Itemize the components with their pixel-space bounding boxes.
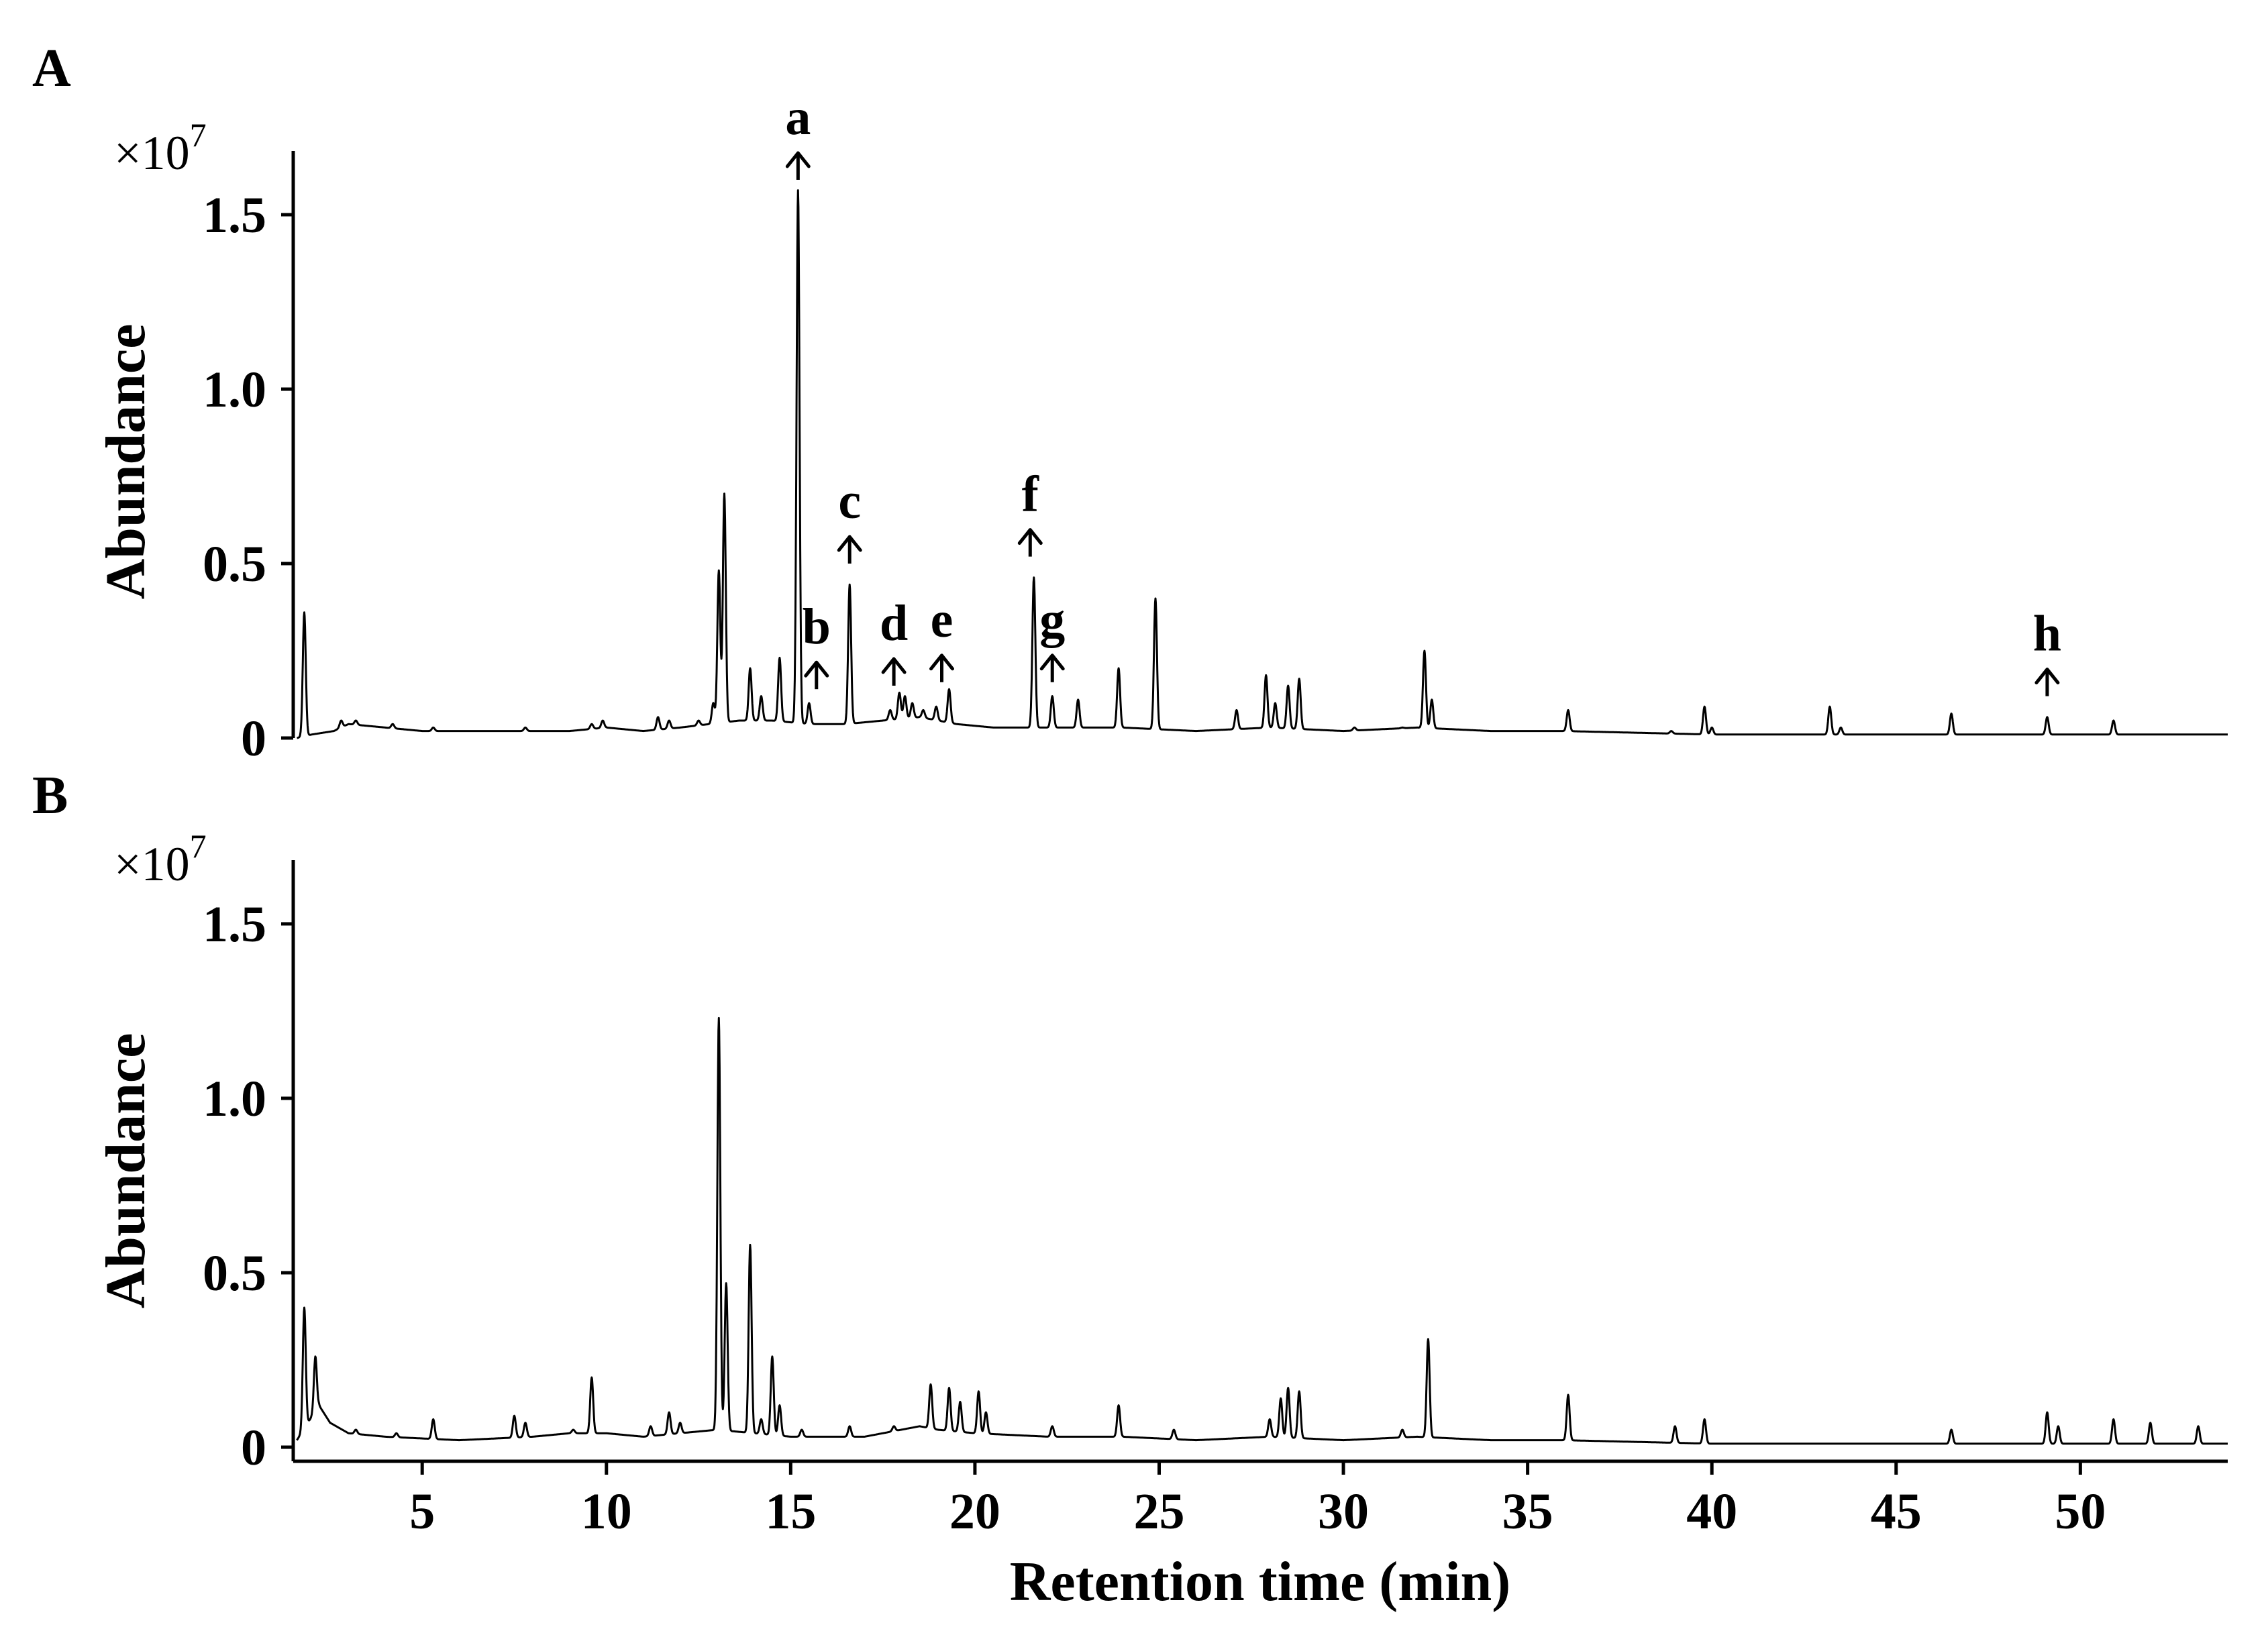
x-tick-label: 20 [949,1483,1000,1540]
panel-b-y-axis-title: Abundance [95,1033,157,1309]
peak-label: c [838,473,861,529]
panel-a: A ×107 Abundance 0 0.5 1.0 1.5 a b c d e f g h [32,39,2228,767]
panel-a-y-ticks: 0 0.5 1.0 1.5 [203,187,293,767]
peak-annotation-a: a [785,89,811,180]
panel-b-label: B [32,766,68,825]
peak-label: b [803,598,831,655]
x-tick-label: 5 [409,1483,435,1540]
x-tick-label: 35 [1502,1483,1553,1540]
peak-label: f [1022,466,1040,523]
arrow-head-icon [2034,668,2060,685]
peak-annotation-d: d [880,595,908,686]
panel-a-scale-exponent: 7 [190,116,207,154]
y-tick-label: 1.5 [203,187,266,244]
arrow-head-icon [837,535,862,552]
peak-annotation-f: f [1017,466,1043,557]
y-tick-label: 0.5 [203,536,266,592]
peak-label: h [2033,606,2061,662]
x-tick-label: 40 [1686,1483,1737,1540]
x-tick-label: 30 [1318,1483,1369,1540]
arrow-head-icon [785,151,811,168]
panel-a-trace [296,189,2228,739]
y-tick-label: 0.5 [203,1245,266,1302]
peak-annotation-g: g [1039,592,1065,682]
y-tick-label: 0 [241,711,266,767]
peak-annotation-b: b [803,598,831,690]
arrow-head-icon [804,660,829,678]
panel-a-y-axis-title: Abundance [95,324,157,600]
x-tick-label: 45 [1871,1483,1922,1540]
peak-label: g [1039,592,1065,648]
panel-b-scale-label: ×107 [114,827,207,891]
arrow-head-icon [929,653,954,671]
panel-a-scale-label: ×107 [114,116,207,180]
x-axis-title: Retention time (min) [1010,1551,1510,1613]
peak-label: d [880,595,908,651]
y-tick-label: 0 [241,1420,266,1476]
peak-label: a [785,89,811,146]
x-tick-label: 15 [765,1483,816,1540]
y-tick-label: 1.0 [203,362,266,418]
panel-b: B ×107 Abundance 0 0.5 1.0 1.5 5 10 15 20 25 30 3… [32,766,2228,1613]
peak-annotation-h: h [2033,606,2061,696]
arrow-head-icon [1039,653,1065,671]
peak-label: e [931,592,953,648]
x-tick-label: 10 [581,1483,632,1540]
panel-b-trace [296,1016,2228,1445]
panel-b-scale-prefix: ×10 [114,837,190,891]
panel-a-scale-prefix: ×10 [114,126,190,180]
panel-b-x-ticks: 5 10 15 20 25 30 35 40 45 50 [409,1461,2106,1540]
peak-annotation-e: e [929,592,954,682]
y-tick-label: 1.0 [203,1071,266,1127]
panel-a-annotations: a b c d e f g h [785,89,2061,696]
peak-annotation-c: c [837,473,862,564]
arrow-head-icon [1017,528,1043,545]
panel-a-label: A [32,39,71,98]
x-tick-label: 25 [1133,1483,1184,1540]
y-tick-label: 1.5 [203,896,266,953]
panel-b-scale-exponent: 7 [190,827,207,865]
x-tick-label: 50 [2055,1483,2106,1540]
arrow-head-icon [881,657,907,674]
panel-b-y-ticks: 0 0.5 1.0 1.5 [203,896,293,1476]
